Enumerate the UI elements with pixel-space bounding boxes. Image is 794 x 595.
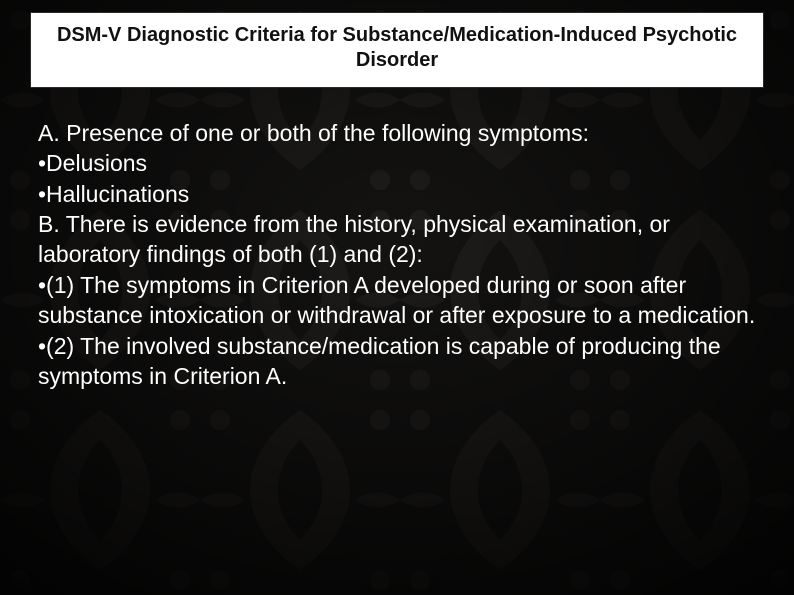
slide: DSM-V Diagnostic Criteria for Substance/…: [0, 0, 794, 595]
title-box: DSM-V Diagnostic Criteria for Substance/…: [30, 12, 764, 88]
body-box: A. Presence of one or both of the follow…: [38, 118, 756, 391]
slide-body-text: A. Presence of one or both of the follow…: [38, 118, 756, 391]
slide-title: DSM-V Diagnostic Criteria for Substance/…: [51, 23, 743, 73]
